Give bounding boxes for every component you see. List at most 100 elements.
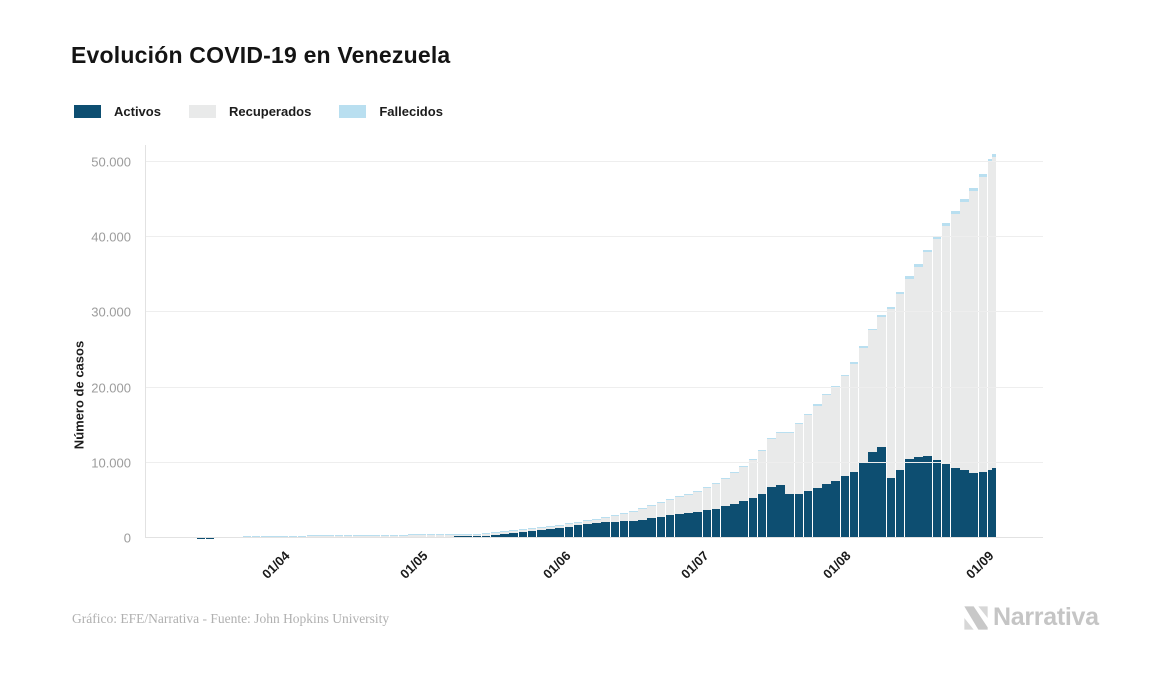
bar-20-07[interactable] — [776, 145, 785, 538]
bar-segment-recuperados — [849, 363, 859, 472]
bar-28-03[interactable] — [251, 145, 261, 538]
bar-17-04[interactable] — [343, 145, 353, 538]
bar-09-04[interactable] — [306, 145, 316, 538]
bar-14-03[interactable] — [187, 145, 196, 538]
bar-segment-fallecidos — [251, 535, 261, 537]
bar-28-07[interactable] — [813, 145, 822, 538]
bar-25-05[interactable] — [518, 145, 528, 538]
bar-06-06[interactable] — [573, 145, 583, 538]
bar-27-05[interactable] — [527, 145, 537, 538]
bar-13-05[interactable] — [463, 145, 472, 538]
bar-11-04[interactable] — [316, 145, 325, 538]
bar-08-07[interactable] — [721, 145, 730, 538]
bar-segment-fallecidos — [270, 535, 279, 537]
bar-30-03[interactable] — [261, 145, 270, 538]
bar-14-07[interactable] — [748, 145, 758, 538]
bar-18-03[interactable] — [205, 145, 215, 538]
bar-30-06[interactable] — [684, 145, 693, 538]
bar-03-04[interactable] — [279, 145, 288, 538]
bar-16-07[interactable] — [757, 145, 767, 538]
bar-28-06[interactable] — [675, 145, 684, 538]
bar-18-07[interactable] — [766, 145, 776, 538]
bar-07-08[interactable] — [859, 145, 868, 538]
bar-15-04[interactable] — [334, 145, 344, 538]
bar-13-04[interactable] — [325, 145, 334, 538]
bar-20-06[interactable] — [638, 145, 647, 538]
bar-03-08[interactable] — [840, 145, 850, 538]
bar-12-07[interactable] — [739, 145, 748, 538]
bar-31-05[interactable] — [546, 145, 555, 538]
bar-09-08[interactable] — [868, 145, 877, 538]
bar-26-06[interactable] — [665, 145, 675, 538]
bar-07-04[interactable] — [297, 145, 307, 538]
bar-05-09[interactable] — [992, 145, 997, 538]
bar-22-03[interactable] — [224, 145, 233, 538]
bar-21-05[interactable] — [500, 145, 509, 538]
recuperados-color-swatch — [188, 105, 216, 118]
bar-02-09[interactable] — [978, 145, 988, 538]
bar-segment-recuperados — [886, 309, 896, 478]
bar-10-07[interactable] — [730, 145, 739, 538]
bar-19-08[interactable] — [914, 145, 923, 538]
bar-02-07[interactable] — [693, 145, 702, 538]
bar-18-06[interactable] — [629, 145, 638, 538]
bar-17-08[interactable] — [905, 145, 914, 538]
bar-05-04[interactable] — [288, 145, 298, 538]
bar-11-08[interactable] — [877, 145, 886, 538]
bar-29-04[interactable] — [399, 145, 408, 538]
bar-14-06[interactable] — [610, 145, 620, 538]
bar-segment-fallecidos — [619, 513, 629, 515]
bar-01-08[interactable] — [831, 145, 840, 538]
bar-20-03[interactable] — [215, 145, 224, 538]
bar-15-08[interactable] — [895, 145, 905, 538]
bar-segment-activos — [739, 501, 748, 538]
bar-25-08[interactable] — [941, 145, 951, 538]
bar-segment-fallecidos — [601, 516, 610, 518]
bar-04-06[interactable] — [564, 145, 574, 538]
bar-04-07[interactable] — [702, 145, 712, 538]
bar-30-07[interactable] — [822, 145, 831, 538]
bar-16-03[interactable] — [196, 145, 206, 538]
bar-23-04[interactable] — [371, 145, 380, 538]
bar-21-08[interactable] — [923, 145, 932, 538]
bar-15-05[interactable] — [472, 145, 482, 538]
bar-12-06[interactable] — [601, 145, 610, 538]
bar-segment-fallecidos — [757, 449, 767, 451]
bar-17-05[interactable] — [481, 145, 491, 538]
bar-25-04[interactable] — [380, 145, 390, 538]
bar-05-08[interactable] — [849, 145, 859, 538]
bar-11-05[interactable] — [454, 145, 463, 538]
bar-08-06[interactable] — [583, 145, 592, 538]
bar-13-08[interactable] — [886, 145, 896, 538]
bar-segment-fallecidos — [711, 482, 721, 484]
bar-26-07[interactable] — [803, 145, 813, 538]
bar-19-05[interactable] — [491, 145, 500, 538]
bar-26-03[interactable] — [242, 145, 252, 538]
bar-24-06[interactable] — [656, 145, 666, 538]
bar-31-08[interactable] — [969, 145, 978, 538]
bar-22-07[interactable] — [785, 145, 794, 538]
bar-23-08[interactable] — [932, 145, 942, 538]
bar-06-07[interactable] — [711, 145, 721, 538]
bar-04-09[interactable] — [987, 145, 992, 538]
bar-24-07[interactable] — [794, 145, 804, 538]
bar-07-05[interactable] — [435, 145, 445, 538]
bar-23-05[interactable] — [509, 145, 518, 538]
bar-01-05[interactable] — [408, 145, 417, 538]
bar-01-04[interactable] — [270, 145, 279, 538]
bar-29-08[interactable] — [960, 145, 969, 538]
bar-02-06[interactable] — [555, 145, 564, 538]
bar-22-06[interactable] — [647, 145, 656, 538]
bar-16-06[interactable] — [619, 145, 629, 538]
bar-29-05[interactable] — [537, 145, 546, 538]
bar-03-05[interactable] — [417, 145, 426, 538]
bar-21-04[interactable] — [362, 145, 371, 538]
bar-19-04[interactable] — [353, 145, 362, 538]
bar-segment-recuperados — [684, 494, 693, 513]
bar-27-04[interactable] — [389, 145, 399, 538]
bar-10-06[interactable] — [592, 145, 601, 538]
bar-09-05[interactable] — [444, 145, 454, 538]
bar-05-05[interactable] — [426, 145, 436, 538]
bar-24-03[interactable] — [233, 145, 242, 538]
bar-27-08[interactable] — [951, 145, 960, 538]
